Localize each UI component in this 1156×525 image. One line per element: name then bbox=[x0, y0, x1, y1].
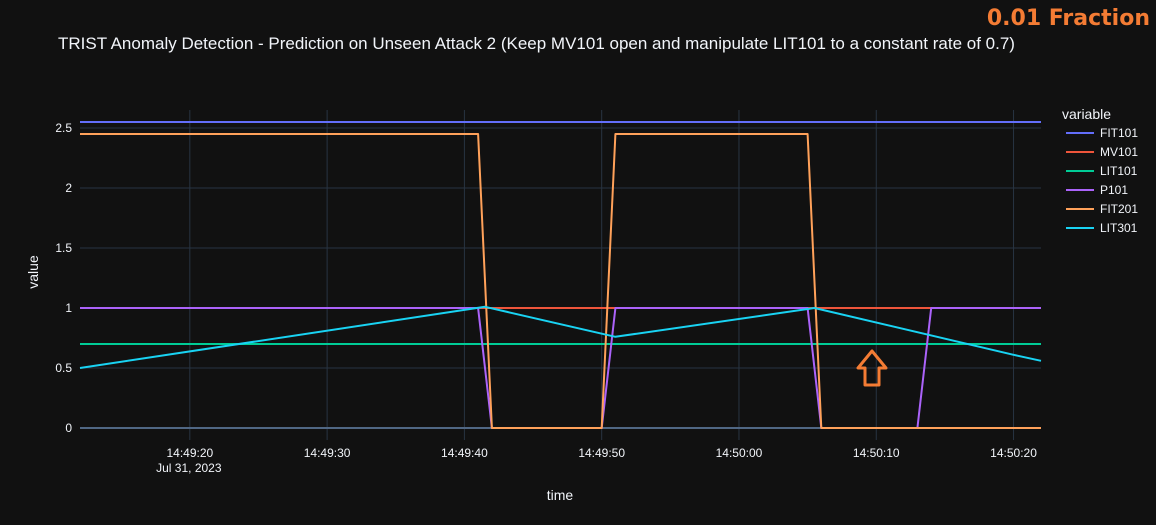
up-arrow-icon bbox=[856, 349, 888, 387]
x-tick-label: 14:49:30 bbox=[304, 446, 351, 460]
legend-label: FIT201 bbox=[1100, 202, 1138, 216]
y-axis-label: value bbox=[25, 255, 41, 289]
legend-item-mv101[interactable]: MV101 bbox=[1066, 145, 1138, 159]
legend-item-lit101[interactable]: LIT101 bbox=[1066, 164, 1138, 178]
fraction-badge: 0.01 Fraction bbox=[986, 6, 1150, 31]
y-tick-label: 0 bbox=[65, 421, 72, 435]
gridlines bbox=[80, 110, 1041, 440]
x-axis-label: time bbox=[547, 487, 574, 503]
y-tick-label: 1 bbox=[65, 301, 72, 315]
y-tick-label: 0.5 bbox=[55, 361, 72, 375]
legend-title: variable bbox=[1062, 106, 1111, 122]
y-axis-ticks: 0 0.5 1 1.5 2 2.5 bbox=[55, 121, 72, 435]
legend-label: MV101 bbox=[1100, 145, 1138, 159]
legend-item-p101[interactable]: P101 bbox=[1066, 183, 1128, 197]
legend-item-fit101[interactable]: FIT101 bbox=[1066, 126, 1138, 140]
x-tick-label: 14:50:00 bbox=[716, 446, 763, 460]
series-line-p101 bbox=[80, 307, 1041, 429]
series-line-lit301 bbox=[79, 305, 1042, 369]
x-tick-label: 14:49:40 bbox=[441, 446, 488, 460]
legend-item-lit301[interactable]: LIT301 bbox=[1066, 221, 1138, 235]
legend-label: LIT301 bbox=[1100, 221, 1138, 235]
legend-item-fit201[interactable]: FIT201 bbox=[1066, 202, 1138, 216]
x-tick-sublabel: Jul 31, 2023 bbox=[156, 461, 222, 475]
y-tick-label: 2.5 bbox=[55, 121, 72, 135]
y-tick-label: 1.5 bbox=[55, 241, 72, 255]
chart-title: TRIST Anomaly Detection - Prediction on … bbox=[58, 34, 1015, 53]
series-lines bbox=[79, 121, 1042, 429]
legend-label: FIT101 bbox=[1100, 126, 1138, 140]
x-tick-label: 14:49:20 bbox=[166, 446, 213, 460]
y-tick-label: 2 bbox=[65, 181, 72, 195]
series-line-fit201 bbox=[80, 133, 1041, 429]
x-tick-label: 14:50:10 bbox=[853, 446, 900, 460]
x-tick-label: 14:49:50 bbox=[578, 446, 625, 460]
legend-label: LIT101 bbox=[1100, 164, 1138, 178]
legend-label: P101 bbox=[1100, 183, 1128, 197]
legend: variable FIT101 MV101 LIT101 P101 FIT201 LIT30… bbox=[1062, 106, 1138, 235]
x-tick-label: 14:50:20 bbox=[990, 446, 1037, 460]
